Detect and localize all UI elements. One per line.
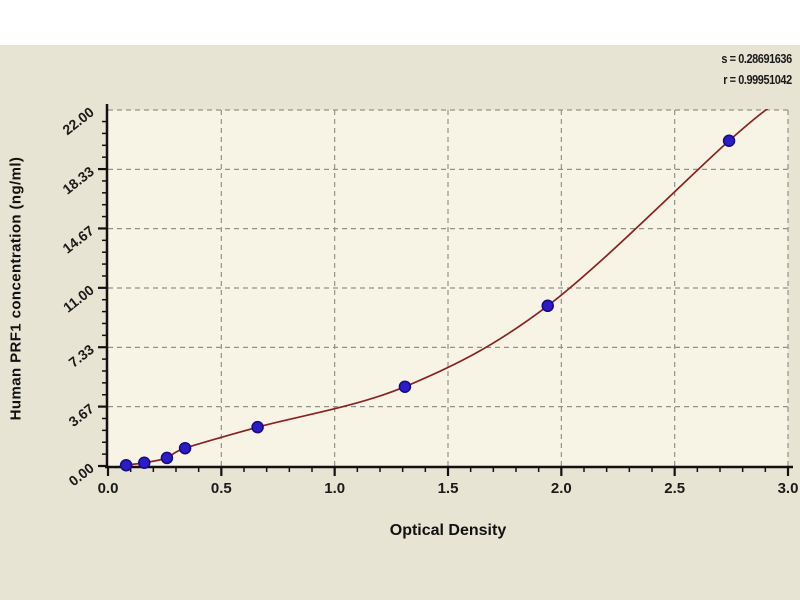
y-tick-label: 0.00 [66, 460, 97, 490]
data-point [722, 134, 736, 147]
x-tick-label: 0.5 [211, 480, 232, 497]
y-tick-label: 18.33 [59, 163, 97, 197]
x-tick-label: 1.5 [438, 480, 459, 497]
y-tick-label: 11.00 [60, 282, 97, 316]
plot-area [108, 110, 788, 466]
data-point [160, 451, 174, 465]
data-point [178, 441, 192, 455]
data-point [138, 456, 151, 470]
y-tick-label: 14.67 [59, 222, 97, 256]
x-tick-label: 2.5 [664, 480, 685, 497]
x-tick-label: 2.0 [551, 480, 572, 497]
data-point [398, 380, 412, 393]
y-tick-label: 7.33 [66, 341, 97, 371]
data-point [251, 420, 264, 434]
data-point [541, 299, 554, 313]
y-tick-label: 3.67 [66, 400, 97, 430]
y-tick-label: 22.00 [59, 104, 97, 138]
data-point [119, 458, 133, 472]
stat-s-value: s = 0.28691636 [721, 51, 793, 66]
stat-r-value: r = 0.99951042 [723, 72, 792, 87]
fit-statistics: s = 0.28691636 r = 0.99951042 [721, 48, 793, 90]
x-axis-title: Optical Density [389, 522, 507, 539]
x-tick-label: 1.0 [324, 480, 345, 497]
x-tick-label: 0.0 [98, 480, 119, 497]
y-axis-title: Human PRF1 concentration (ng/ml) [7, 156, 25, 421]
x-tick-label: 3.0 [778, 480, 799, 497]
